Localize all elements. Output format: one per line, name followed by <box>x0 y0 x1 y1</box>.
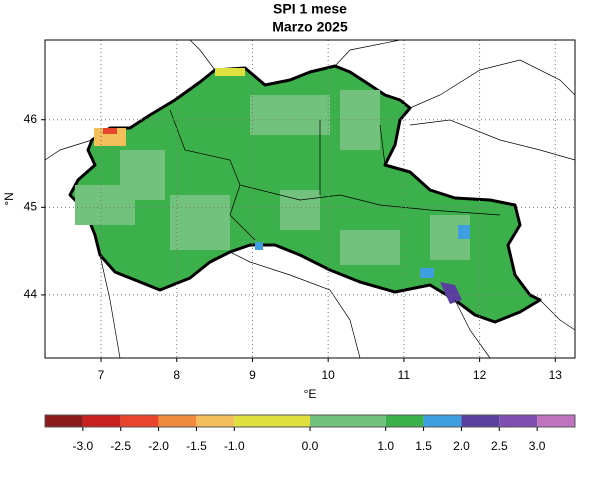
colorbar-label: 2.5 <box>491 439 508 453</box>
colorbar-label: 3.0 <box>529 439 546 453</box>
grid <box>45 40 575 358</box>
colorbar-segment <box>461 415 500 427</box>
colorbar-label: -1.5 <box>186 439 207 453</box>
x-tick-label: 10 <box>321 368 335 382</box>
x-tick-label: 9 <box>249 368 256 382</box>
colorbar-segment <box>499 415 538 427</box>
colorbar-label: 0.0 <box>302 439 319 453</box>
wet-patch <box>458 225 470 239</box>
colorbar-label: -3.0 <box>73 439 94 453</box>
y-tick-label: 46 <box>24 112 38 126</box>
colorbar-segment <box>196 415 235 427</box>
colorbar-segment <box>82 415 121 427</box>
colorbar-segment <box>158 415 197 427</box>
colorbar-label: -2.0 <box>148 439 169 453</box>
y-tick-label: 45 <box>24 199 38 213</box>
colorbar-label: 1.0 <box>377 439 394 453</box>
dry-patch <box>94 128 126 146</box>
x-tick-label: 12 <box>473 368 487 382</box>
light-patches <box>75 90 470 265</box>
borders <box>44 39 576 359</box>
y-tick-label: 44 <box>24 287 38 301</box>
colorbar-segment <box>310 415 386 427</box>
colorbar-segment <box>45 415 83 427</box>
colorbar-segment <box>537 415 575 427</box>
colorbar-label: -2.5 <box>110 439 131 453</box>
title: SPI 1 mese <box>273 1 347 17</box>
x-axis-label: °E <box>304 387 317 401</box>
dry-patch <box>103 128 117 134</box>
colorbar-segment <box>120 415 159 427</box>
dry-patch <box>215 68 245 76</box>
colorbar-label: 1.5 <box>415 439 432 453</box>
x-tick-label: 8 <box>173 368 180 382</box>
colorbar: -3.0 -2.5 -2.0 -1.5 -1.0 0.0 1.0 1.5 2.0 2.5 3.0 <box>44 414 576 453</box>
colorbar-label: -1.0 <box>224 439 245 453</box>
wet-patch <box>440 282 462 304</box>
map-frame <box>44 39 576 359</box>
x-tick-label: 13 <box>549 368 563 382</box>
wet-patch <box>255 242 263 250</box>
x-tick-label: 11 <box>398 368 411 382</box>
y-axis-label: °N <box>2 192 16 205</box>
wet-patch <box>420 268 434 278</box>
colorbar-segment <box>423 415 462 427</box>
colorbar-segment <box>385 415 424 427</box>
x-tick-label: 7 <box>98 368 105 382</box>
subtitle: Marzo 2025 <box>272 19 348 35</box>
colorbar-label: 2.0 <box>453 439 470 453</box>
colorbar-segment <box>234 415 310 427</box>
map-area <box>44 39 576 359</box>
